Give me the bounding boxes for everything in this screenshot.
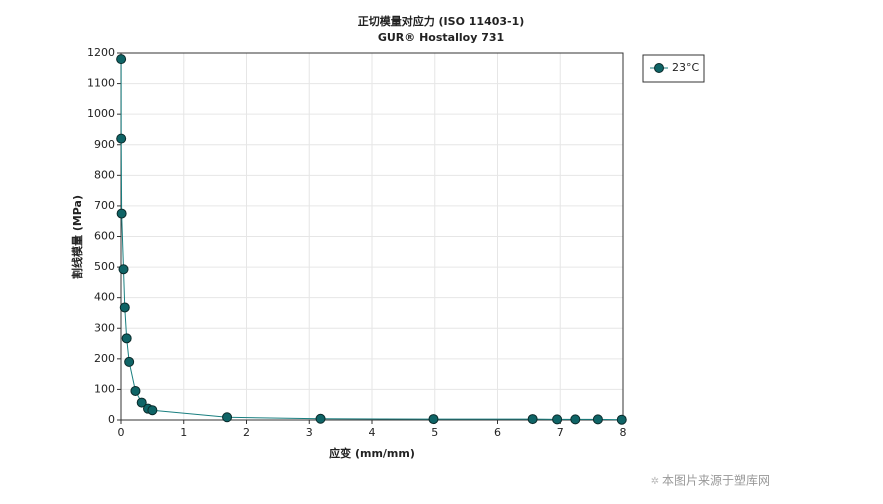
legend-label: 23°C xyxy=(672,61,699,74)
y-tick-label: 700 xyxy=(94,199,115,212)
data-point xyxy=(527,414,538,425)
x-tick-label: 2 xyxy=(243,426,250,439)
y-tick-label: 1200 xyxy=(87,46,115,59)
x-tick-label: 1 xyxy=(180,426,187,439)
chart-title: 正切模量对应力 (ISO 11403-1) xyxy=(358,14,525,28)
data-point xyxy=(116,54,127,65)
x-tick-label: 5 xyxy=(431,426,438,439)
y-tick-label: 500 xyxy=(94,260,115,273)
y-tick-label: 0 xyxy=(108,413,115,426)
y-tick-label: 1000 xyxy=(87,107,115,120)
data-point xyxy=(222,412,233,423)
data-point xyxy=(116,208,127,219)
data-point xyxy=(116,133,127,144)
data-point xyxy=(552,414,563,425)
data-point xyxy=(136,397,147,408)
watermark-icon: ✲ xyxy=(651,476,659,487)
y-tick-label: 100 xyxy=(94,382,115,395)
data-point xyxy=(118,264,129,275)
data-point xyxy=(147,405,158,416)
y-tick-label: 1100 xyxy=(87,77,115,90)
x-tick-label: 4 xyxy=(369,426,376,439)
data-point xyxy=(428,414,439,425)
data-point xyxy=(124,356,135,367)
x-tick-label: 0 xyxy=(118,426,125,439)
y-tick-label: 800 xyxy=(94,168,115,181)
y-tick-label: 600 xyxy=(94,230,115,243)
data-point xyxy=(570,414,581,425)
y-tick-label: 400 xyxy=(94,291,115,304)
y-axis-label: 割线模量 (MPa) xyxy=(70,195,84,279)
legend-marker xyxy=(654,63,664,73)
y-tick-label: 200 xyxy=(94,352,115,365)
chart-subtitle: GUR® Hostalloy 731 xyxy=(378,31,504,44)
y-tick-label: 900 xyxy=(94,138,115,151)
data-point xyxy=(315,413,326,424)
x-axis-label: 应变 (mm/mm) xyxy=(329,446,415,460)
data-point xyxy=(592,414,603,425)
x-tick-label: 7 xyxy=(557,426,564,439)
x-tick-label: 8 xyxy=(620,426,627,439)
data-point xyxy=(616,414,627,425)
x-tick-label: 3 xyxy=(306,426,313,439)
data-point xyxy=(121,333,132,344)
plot-frame xyxy=(120,52,624,421)
watermark: 本图片来源于塑库网 xyxy=(662,473,770,488)
data-point xyxy=(130,385,141,396)
y-tick-label: 300 xyxy=(94,321,115,334)
data-point xyxy=(119,302,130,313)
x-tick-label: 6 xyxy=(494,426,501,439)
series-line xyxy=(120,59,622,421)
